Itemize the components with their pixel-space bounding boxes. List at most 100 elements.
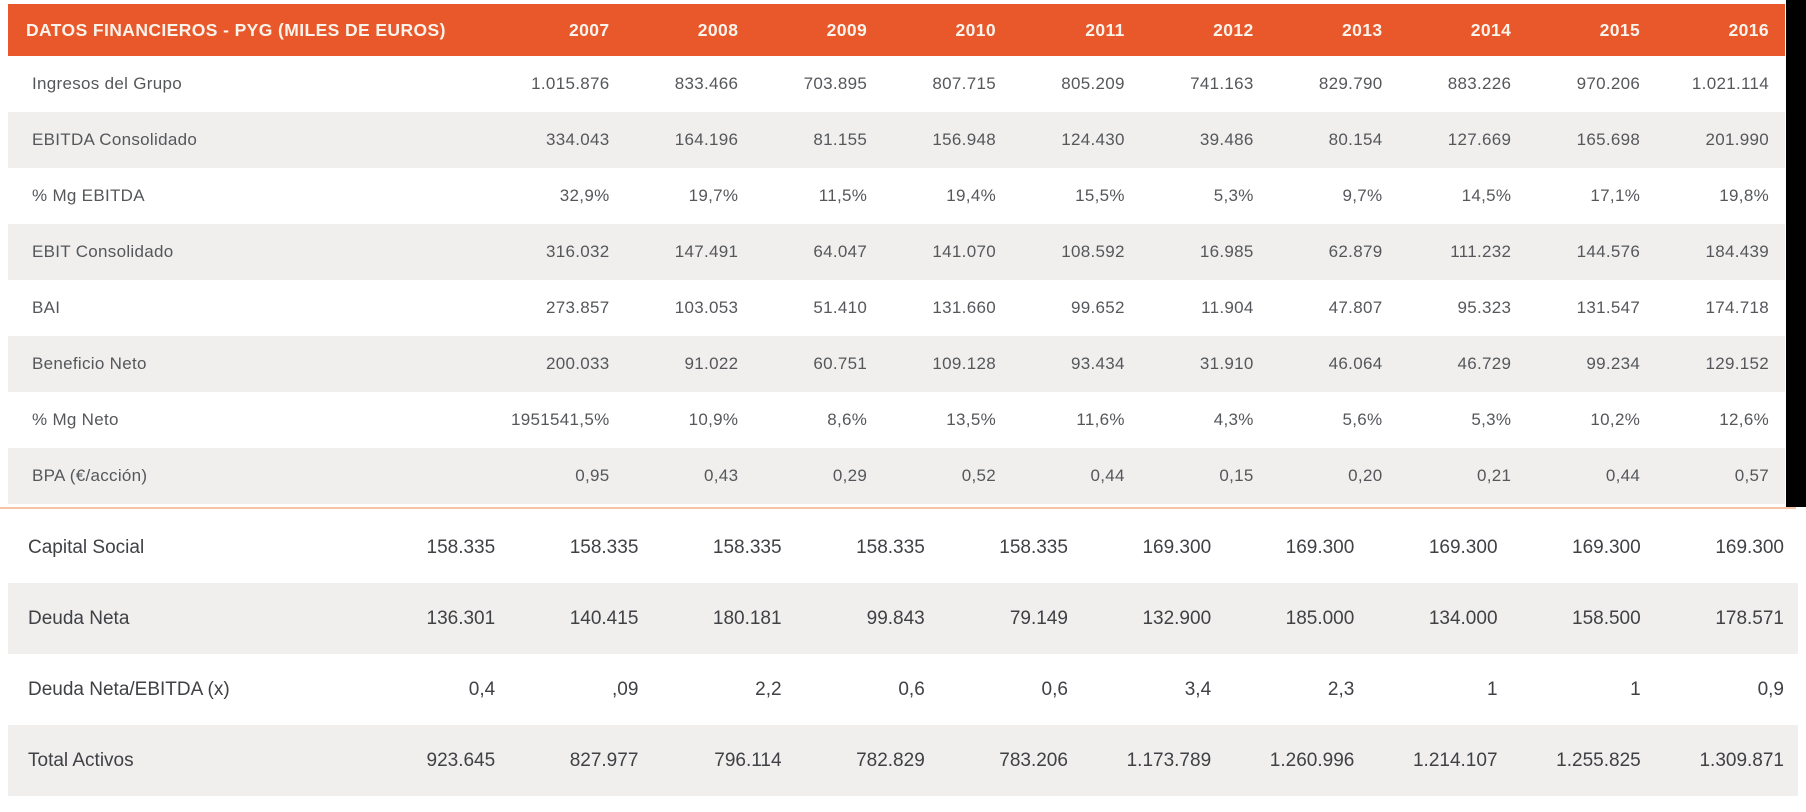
value-cell: 14,5% xyxy=(1461,186,1512,205)
value-cell: 141.070 xyxy=(932,242,996,261)
value-cell: 169.300 xyxy=(1572,536,1641,558)
year-header-2010: 2010 xyxy=(955,19,996,40)
value-cell: 1 xyxy=(1486,678,1498,700)
value-cell: 169.300 xyxy=(1715,536,1784,558)
value-cell: 13,5% xyxy=(946,410,996,429)
table-row: Beneficio Neto 200.033 91.022 60.751 109.128… xyxy=(8,336,1785,392)
value-cell: 132.900 xyxy=(1142,607,1212,629)
value-cell: 201.990 xyxy=(1705,130,1769,149)
balance-sheet-table: Capital Social 158.335 158.335 158.335 158.3… xyxy=(8,512,1798,796)
value-cell: 31.910 xyxy=(1199,354,1254,373)
value-cell: 174.718 xyxy=(1705,298,1769,317)
row-label: % Mg Neto xyxy=(32,410,119,429)
value-cell: 165.698 xyxy=(1576,130,1641,149)
value-cell: 108.592 xyxy=(1061,242,1125,261)
value-cell: 158.335 xyxy=(712,536,782,558)
row-label: Deuda Neta/EBITDA (x) xyxy=(28,678,230,700)
table-row: BAI 273.857 103.053 51.410 131.660 99.652 11.9… xyxy=(8,280,1785,336)
value-cell: 158.335 xyxy=(426,536,496,558)
value-cell: 95.323 xyxy=(1457,298,1512,317)
row-label: BAI xyxy=(32,298,61,317)
value-cell: 158.335 xyxy=(999,536,1068,558)
financial-pyg-table: DATOS FINANCIEROS - PYG (MILES DE EUROS)… xyxy=(8,4,1785,504)
value-cell: 127.669 xyxy=(1447,130,1512,149)
value-cell: 51.410 xyxy=(813,298,868,317)
value-cell: 60.751 xyxy=(813,354,868,373)
value-cell: 19,4% xyxy=(946,186,996,205)
value-cell: 185.000 xyxy=(1285,607,1355,629)
value-cell: 782.829 xyxy=(856,749,925,771)
value-cell: 180.181 xyxy=(712,607,782,629)
value-cell: 0,44 xyxy=(1090,466,1125,485)
value-cell: 0,15 xyxy=(1219,466,1254,485)
value-cell: 17,1% xyxy=(1590,186,1641,205)
value-cell: 109.128 xyxy=(932,354,996,373)
value-cell: 0,9 xyxy=(1757,678,1784,700)
table-row: Total Activos 923.645 827.977 796.114 782.82… xyxy=(8,725,1798,796)
value-cell: 0,6 xyxy=(1041,678,1068,700)
year-header-2007: 2007 xyxy=(568,19,610,40)
value-cell: 1.021.114 xyxy=(1691,74,1769,93)
value-cell: 91.022 xyxy=(684,354,739,373)
value-cell: 80.154 xyxy=(1328,130,1383,149)
value-cell: 1.015.876 xyxy=(531,74,610,93)
value-cell: 334.043 xyxy=(545,130,610,149)
year-header-2016: 2016 xyxy=(1728,19,1769,40)
row-label: EBITDA Consolidado xyxy=(32,130,198,149)
value-cell: 0,44 xyxy=(1605,466,1641,485)
table-row: Ingresos del Grupo 1.015.876 833.466 703.89… xyxy=(8,56,1785,112)
value-cell: 79.149 xyxy=(1009,607,1068,629)
value-cell: 10,9% xyxy=(688,410,739,429)
value-cell: 783.206 xyxy=(999,749,1068,771)
value-cell: 134.000 xyxy=(1428,607,1498,629)
value-cell: 169.300 xyxy=(1428,536,1498,558)
table-row: BPA (€/acción) 0,95 0,43 0,29 0,52 0,44 0,15 0,… xyxy=(8,448,1785,504)
value-cell: 5,3% xyxy=(1213,186,1254,205)
year-header-2012: 2012 xyxy=(1213,19,1254,40)
value-cell: 178.571 xyxy=(1715,607,1784,629)
value-cell: 3,4 xyxy=(1184,678,1212,700)
value-cell: 1.173.789 xyxy=(1126,749,1212,771)
row-label: Ingresos del Grupo xyxy=(32,74,182,93)
value-cell: 19,7% xyxy=(688,186,739,205)
value-cell: 93.434 xyxy=(1071,354,1125,373)
value-cell: 0,57 xyxy=(1734,466,1769,485)
value-cell: 15,5% xyxy=(1075,186,1125,205)
value-cell: 136.301 xyxy=(426,607,496,629)
year-header-2013: 2013 xyxy=(1341,19,1383,40)
value-cell: 5,6% xyxy=(1342,410,1383,429)
value-cell: 10,2% xyxy=(1590,410,1641,429)
table-row: Capital Social 158.335 158.335 158.335 158.3… xyxy=(8,512,1798,583)
value-cell: 0,6 xyxy=(898,678,925,700)
section-separator-line xyxy=(0,507,1796,509)
value-cell: 0,20 xyxy=(1348,466,1383,485)
value-cell: 47.807 xyxy=(1328,298,1383,317)
value-cell: 2,2 xyxy=(755,678,782,700)
row-label: BPA (€/acción) xyxy=(32,466,148,485)
value-cell: 1951541,5% xyxy=(511,410,610,429)
balance-table-body: Capital Social 158.335 158.335 158.335 158.3… xyxy=(8,512,1798,796)
row-label: Beneficio Neto xyxy=(32,354,147,373)
value-cell: 9,7% xyxy=(1342,186,1383,205)
value-cell: 164.196 xyxy=(674,130,739,149)
value-cell: 1.255.825 xyxy=(1556,749,1641,771)
value-cell: 970.206 xyxy=(1576,74,1641,93)
year-header-2015: 2015 xyxy=(1599,19,1641,40)
value-cell: 62.879 xyxy=(1328,242,1383,261)
value-cell: 169.300 xyxy=(1285,536,1355,558)
value-cell: 16.985 xyxy=(1199,242,1254,261)
year-header-2008: 2008 xyxy=(697,19,739,40)
value-cell: 140.415 xyxy=(569,607,639,629)
value-cell: 12,6% xyxy=(1719,410,1769,429)
value-cell: 32,9% xyxy=(559,186,610,205)
value-cell: 4,3% xyxy=(1213,410,1254,429)
value-cell: 827.977 xyxy=(569,749,639,771)
value-cell: 169.300 xyxy=(1142,536,1212,558)
value-cell: 0,52 xyxy=(961,466,996,485)
value-cell: 2,3 xyxy=(1327,678,1355,700)
value-cell: 11,5% xyxy=(818,186,868,205)
year-header-2014: 2014 xyxy=(1470,19,1512,40)
value-cell: ,09 xyxy=(611,678,639,700)
value-cell: 11,6% xyxy=(1076,410,1125,429)
row-label: Deuda Neta xyxy=(28,607,130,629)
